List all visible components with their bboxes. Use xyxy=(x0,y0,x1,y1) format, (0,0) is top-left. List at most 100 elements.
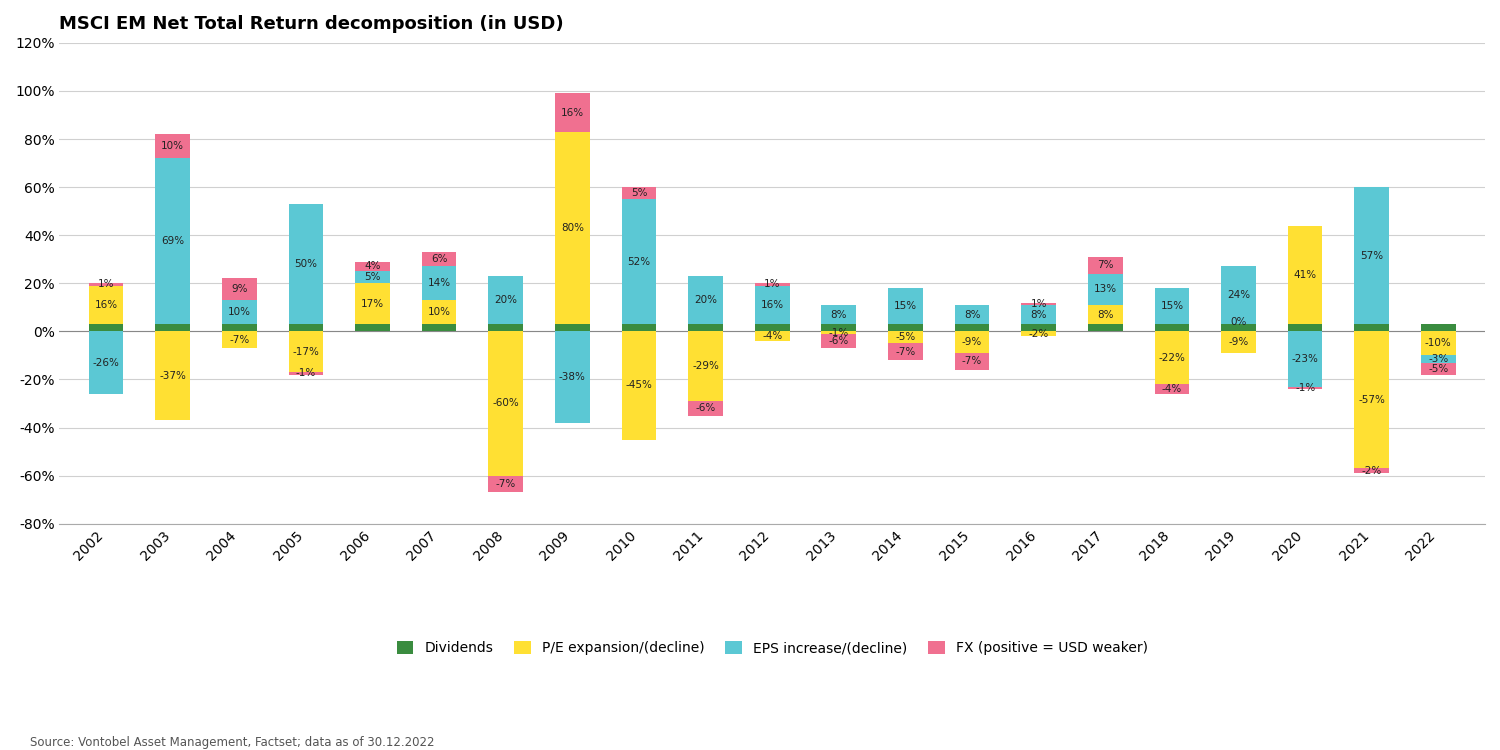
Text: 69%: 69% xyxy=(160,236,184,246)
Text: 8%: 8% xyxy=(1096,310,1113,320)
Bar xyxy=(489,324,524,332)
Bar xyxy=(489,276,524,324)
Bar xyxy=(88,332,123,394)
Bar xyxy=(754,324,789,332)
Bar xyxy=(356,272,390,284)
Text: -22%: -22% xyxy=(1158,352,1185,363)
Text: 1%: 1% xyxy=(1030,298,1047,309)
Bar xyxy=(1088,305,1122,324)
Bar xyxy=(88,324,123,332)
Bar xyxy=(156,134,190,158)
Text: 13%: 13% xyxy=(1094,284,1118,294)
Text: -45%: -45% xyxy=(626,380,652,391)
Text: 52%: 52% xyxy=(627,256,651,267)
Bar xyxy=(555,93,590,132)
Text: -1%: -1% xyxy=(1294,382,1316,393)
Text: -37%: -37% xyxy=(159,370,186,381)
Bar xyxy=(356,324,390,332)
Text: Source: Vontobel Asset Management, Factset; data as of 30.12.2022: Source: Vontobel Asset Management, Facts… xyxy=(30,736,435,749)
Bar xyxy=(688,332,723,401)
Bar xyxy=(1088,324,1122,332)
Text: 41%: 41% xyxy=(1293,270,1317,280)
Bar xyxy=(88,286,123,324)
Bar xyxy=(1155,324,1190,332)
Text: -57%: -57% xyxy=(1359,395,1384,405)
Bar xyxy=(754,286,789,324)
Bar xyxy=(888,332,922,344)
Text: -7%: -7% xyxy=(962,356,982,367)
Bar xyxy=(1155,332,1190,384)
Bar xyxy=(954,353,990,370)
Bar xyxy=(688,324,723,332)
Text: -5%: -5% xyxy=(1428,364,1449,374)
Bar xyxy=(1354,324,1389,332)
Text: 1%: 1% xyxy=(98,280,114,290)
Text: 16%: 16% xyxy=(561,107,584,118)
Text: -2%: -2% xyxy=(1029,328,1048,339)
Text: 10%: 10% xyxy=(427,308,450,317)
Bar xyxy=(1288,387,1323,389)
Text: -60%: -60% xyxy=(492,398,519,409)
Text: -7%: -7% xyxy=(495,479,516,489)
Bar xyxy=(1354,188,1389,324)
Bar xyxy=(422,266,456,300)
Bar xyxy=(888,288,922,324)
Text: -4%: -4% xyxy=(762,332,783,341)
Text: 80%: 80% xyxy=(561,223,584,233)
Bar xyxy=(754,332,789,341)
Bar xyxy=(222,278,256,300)
Bar xyxy=(1288,332,1323,387)
Text: -1%: -1% xyxy=(296,368,316,379)
Text: 20%: 20% xyxy=(494,295,517,305)
Bar xyxy=(688,401,723,416)
Bar xyxy=(156,158,190,324)
Bar xyxy=(88,284,123,286)
Bar xyxy=(621,332,657,440)
Legend: Dividends, P/E expansion/(decline), EPS increase/(decline), FX (positive = USD w: Dividends, P/E expansion/(decline), EPS … xyxy=(392,636,1154,661)
Text: 8%: 8% xyxy=(831,310,848,320)
Bar xyxy=(288,332,322,372)
Bar xyxy=(954,332,990,353)
Text: -1%: -1% xyxy=(828,328,849,338)
Text: -5%: -5% xyxy=(896,332,915,343)
Bar xyxy=(1420,332,1455,356)
Text: 16%: 16% xyxy=(94,300,117,310)
Bar xyxy=(822,334,856,348)
Bar xyxy=(1221,324,1256,332)
Text: 9%: 9% xyxy=(231,284,248,294)
Bar xyxy=(621,324,657,332)
Text: 20%: 20% xyxy=(694,295,717,305)
Bar xyxy=(1221,332,1256,353)
Bar xyxy=(1022,324,1056,332)
Bar xyxy=(1022,305,1056,324)
Bar xyxy=(954,305,990,324)
Bar xyxy=(288,372,322,375)
Text: 57%: 57% xyxy=(1360,251,1383,261)
Text: 8%: 8% xyxy=(1030,310,1047,320)
Bar xyxy=(688,276,723,324)
Bar xyxy=(888,324,922,332)
Bar xyxy=(1420,324,1455,332)
Bar xyxy=(489,332,524,476)
Text: 16%: 16% xyxy=(760,300,783,310)
Bar xyxy=(288,324,322,332)
Bar xyxy=(222,300,256,324)
Text: 17%: 17% xyxy=(362,298,384,309)
Bar xyxy=(621,188,657,200)
Bar xyxy=(288,204,322,324)
Bar xyxy=(1354,469,1389,473)
Text: -10%: -10% xyxy=(1425,338,1452,349)
Text: 6%: 6% xyxy=(430,254,447,264)
Text: 15%: 15% xyxy=(894,302,916,311)
Text: 8%: 8% xyxy=(964,310,981,320)
Text: -7%: -7% xyxy=(896,346,915,357)
Bar xyxy=(489,476,524,493)
Text: -6%: -6% xyxy=(828,336,849,346)
Bar xyxy=(422,300,456,324)
Text: -6%: -6% xyxy=(696,404,715,413)
Text: 10%: 10% xyxy=(160,141,184,152)
Bar xyxy=(1288,226,1323,324)
Bar xyxy=(1022,332,1056,336)
Text: 24%: 24% xyxy=(1227,290,1250,300)
Bar xyxy=(1420,356,1455,362)
